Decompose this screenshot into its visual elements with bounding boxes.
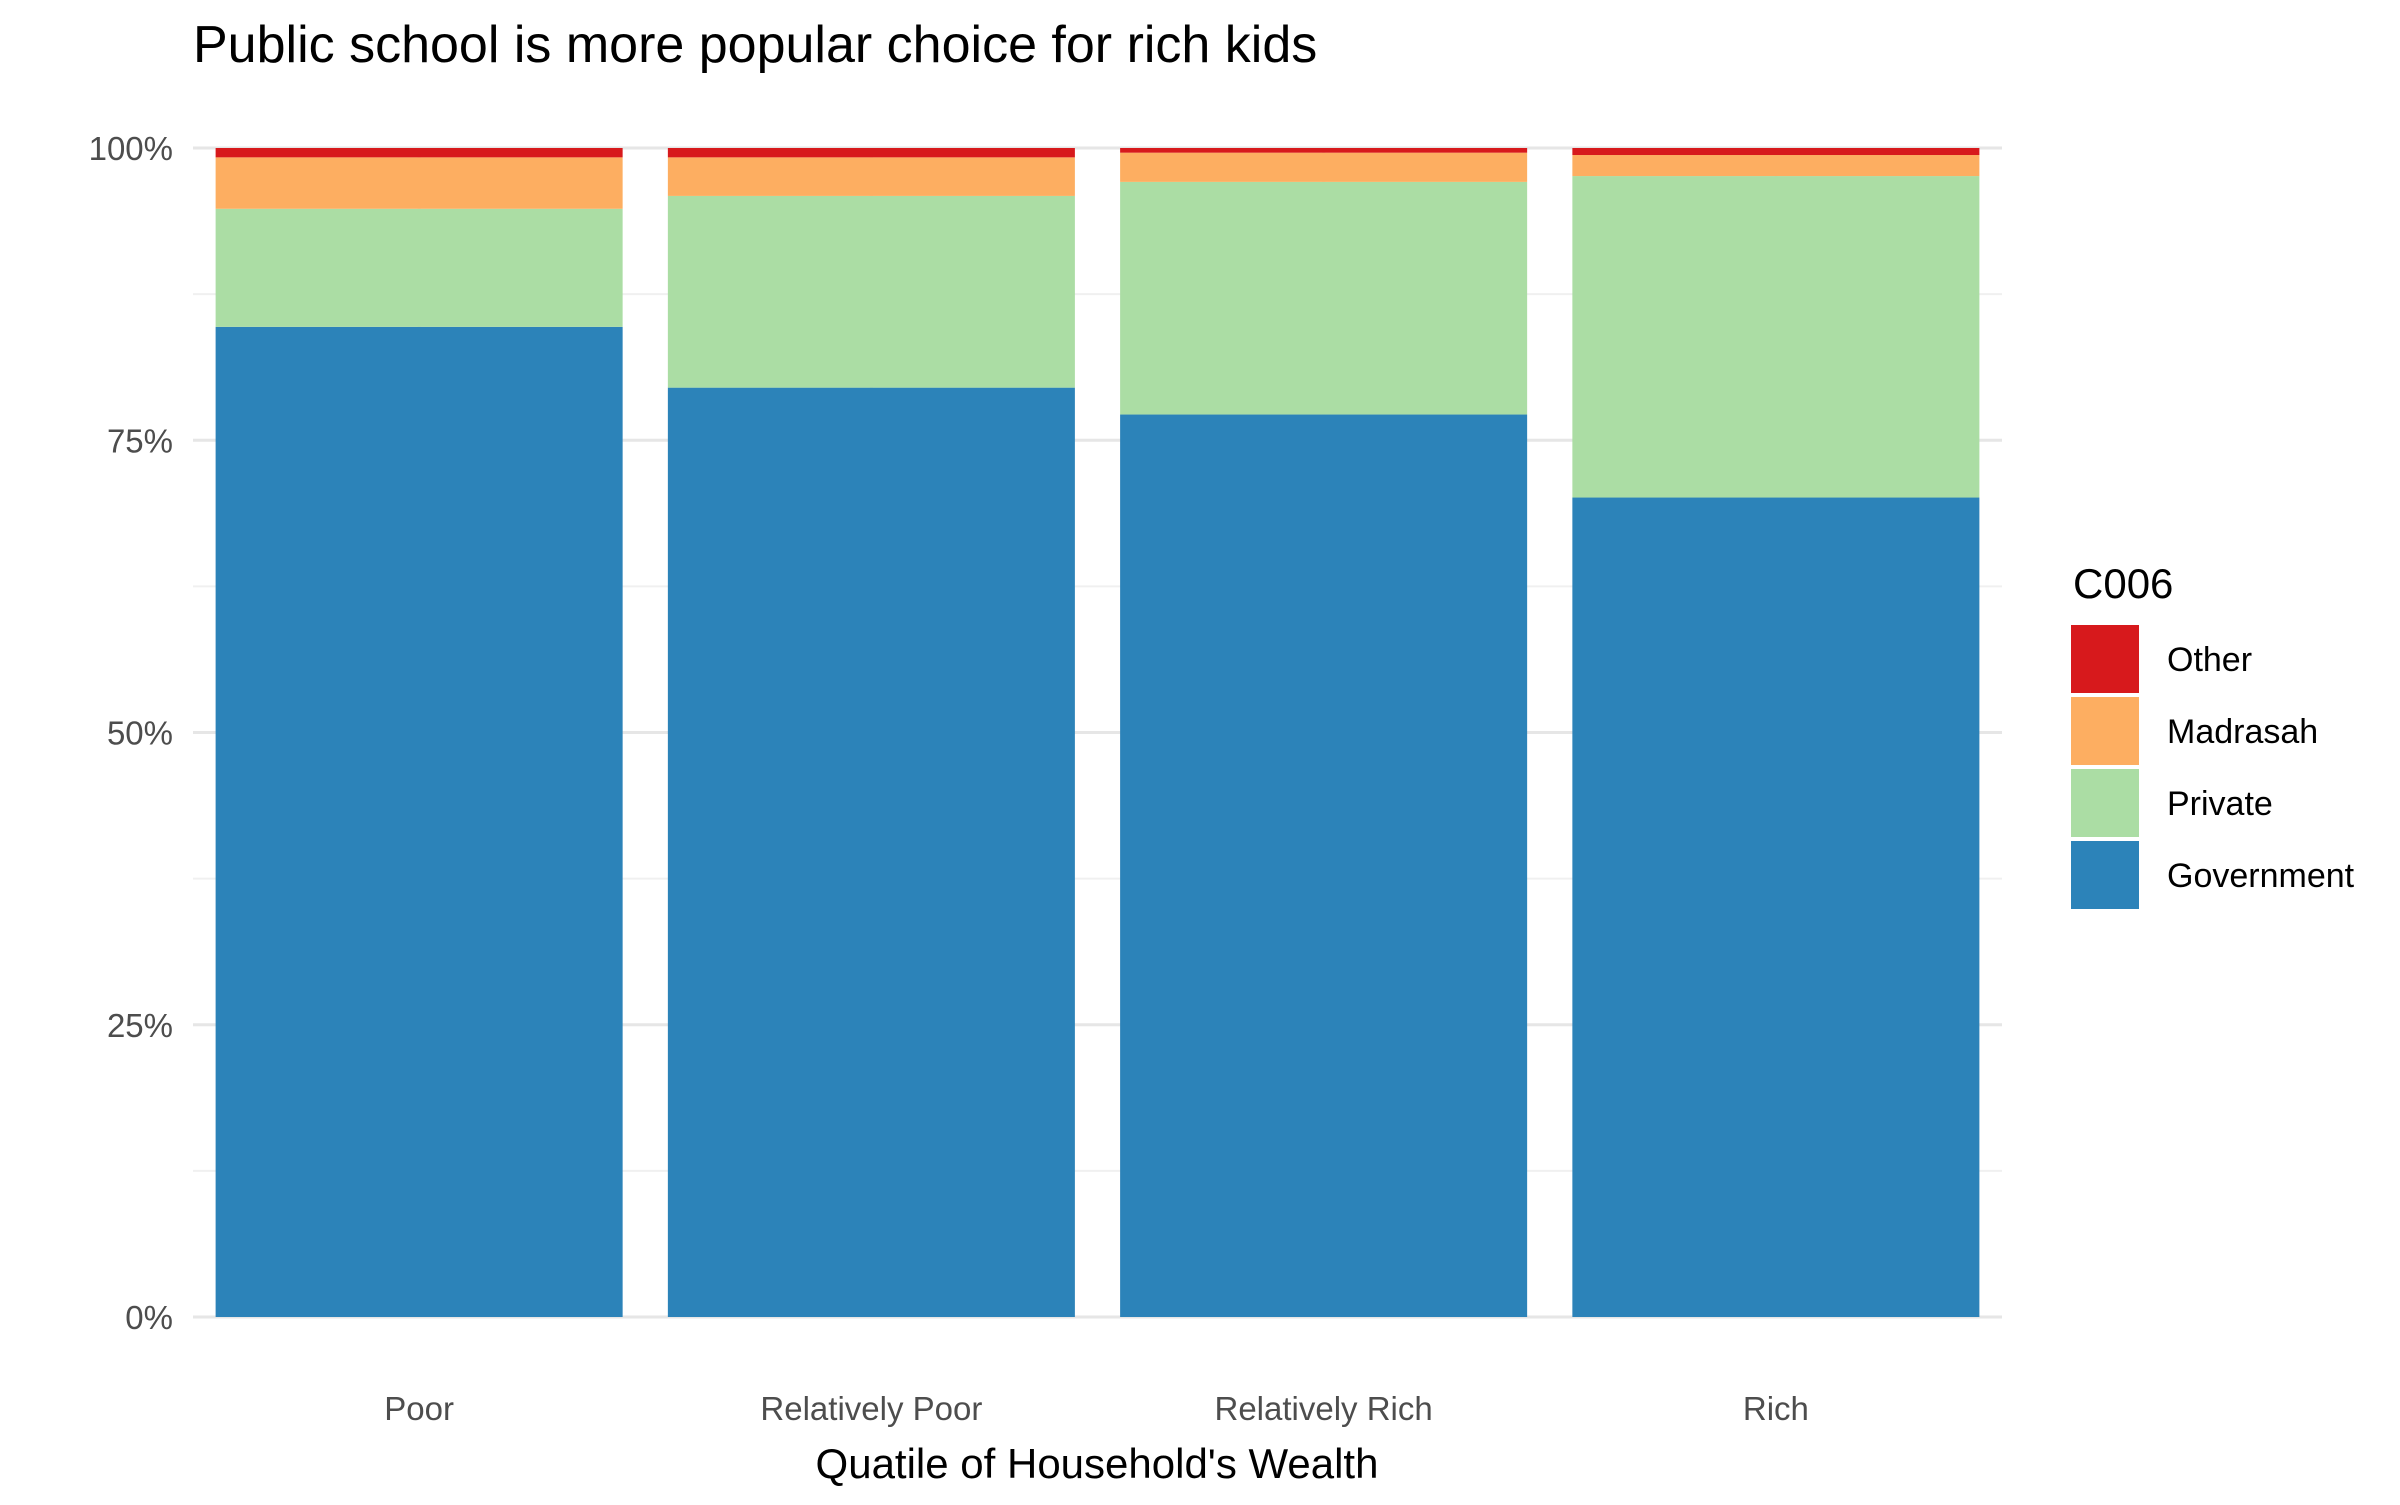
x-tick-label: Relatively Poor	[760, 1390, 982, 1427]
x-axis-title: Quatile of Household's Wealth	[816, 1440, 1379, 1487]
y-tick-label: 75%	[107, 422, 173, 459]
chart-title: Public school is more popular choice for…	[193, 16, 1317, 74]
bar-other	[1120, 148, 1528, 153]
bar-private	[1120, 181, 1528, 415]
x-tick-label: Poor	[384, 1390, 454, 1427]
y-tick-label: 0%	[125, 1299, 173, 1336]
bar-madrasah	[1572, 155, 1980, 177]
legend-label: Government	[2167, 857, 2355, 895]
y-tick-label: 100%	[89, 130, 173, 167]
bar-government	[1120, 414, 1528, 1318]
bar-private	[1572, 176, 1980, 498]
bar-private	[215, 208, 623, 327]
legend-label: Private	[2167, 785, 2273, 823]
bar-government	[667, 387, 1075, 1317]
legend-label: Other	[2167, 641, 2252, 679]
bar-madrasah	[1120, 152, 1528, 182]
legend-key	[2071, 625, 2139, 693]
legend-label: Madrasah	[2167, 713, 2318, 751]
legend: C006 Other Madrasah Private Government	[2071, 560, 2355, 909]
x-tick-label: Relatively Rich	[1215, 1390, 1433, 1427]
y-tick-label: 25%	[107, 1007, 173, 1044]
bar-other	[1572, 148, 1980, 156]
legend-key	[2071, 769, 2139, 837]
bar-madrasah	[215, 157, 623, 209]
bar-government	[215, 326, 623, 1317]
x-axis-ticks: Poor Relatively Poor Relatively Rich Rich	[384, 1390, 1809, 1427]
bar-other	[667, 148, 1075, 158]
legend-title: C006	[2073, 560, 2173, 607]
bar-other	[215, 148, 623, 158]
bar-private	[667, 195, 1075, 388]
x-tick-label: Rich	[1743, 1390, 1809, 1427]
legend-key	[2071, 841, 2139, 909]
legend-key	[2071, 697, 2139, 765]
y-axis-ticks: 0% 25% 50% 75% 100%	[89, 130, 173, 1336]
bars	[215, 148, 1980, 1318]
bar-madrasah	[667, 157, 1075, 196]
bar-government	[1572, 497, 1980, 1317]
y-tick-label: 50%	[107, 715, 173, 752]
